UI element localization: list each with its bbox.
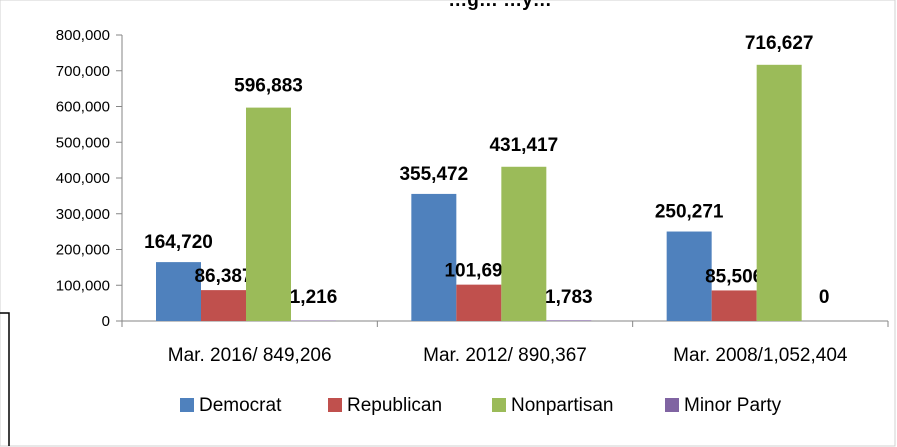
legend-label: Democrat	[199, 395, 282, 416]
x-category-label: Mar. 2008/1,052,404	[673, 345, 848, 366]
y-tick-label: 600,000	[56, 99, 110, 116]
x-category-label: Mar. 2012/ 890,367	[423, 345, 587, 366]
legend-label: Republican	[347, 395, 442, 416]
bar-nonpartisan	[246, 107, 291, 322]
bar-democrat	[411, 193, 457, 321]
y-tick-label: 500,000	[56, 134, 110, 151]
legend-label: Minor Party	[684, 395, 782, 416]
data-label: 250,271	[655, 202, 724, 223]
bar-nonpartisan	[501, 166, 547, 321]
data-label: 1,783	[545, 287, 593, 308]
legend-swatch	[328, 398, 342, 412]
bar-republican	[711, 290, 757, 321]
clipped-frame-edge	[0, 312, 10, 446]
bar-democrat	[156, 262, 201, 321]
data-label: 85,506	[705, 266, 763, 287]
y-tick-label: 300,000	[56, 206, 110, 223]
bar-democrat	[666, 231, 712, 321]
data-label: 431,417	[489, 135, 558, 156]
x-category-label: Mar. 2016/ 849,206	[168, 345, 332, 366]
data-label: 716,627	[745, 33, 814, 54]
data-label: 1,216	[290, 287, 338, 308]
y-tick-label: 0	[102, 313, 110, 330]
data-label: 355,472	[399, 164, 468, 185]
y-tick-label: 800,000	[56, 27, 110, 44]
data-label: 86,387	[194, 266, 252, 287]
data-label: 0	[819, 287, 830, 308]
bar-republican	[201, 290, 246, 321]
legend-swatch	[665, 398, 679, 412]
y-tick-label: 700,000	[56, 63, 110, 80]
data-label: 596,883	[234, 76, 303, 97]
bar-republican	[456, 284, 502, 321]
data-label: 164,720	[144, 232, 213, 253]
y-tick-label: 400,000	[56, 170, 110, 187]
bar-nonpartisan	[756, 64, 802, 321]
y-tick-label: 200,000	[56, 242, 110, 259]
legend-label: Nonpartisan	[511, 395, 613, 416]
legend-swatch	[492, 398, 506, 412]
legend-swatch	[180, 398, 194, 412]
data-label: 101,695	[444, 261, 513, 282]
y-tick-label: 100,000	[56, 277, 110, 294]
chart-title: …g… …y…	[448, 0, 551, 11]
bar-minor-party	[546, 320, 592, 321]
